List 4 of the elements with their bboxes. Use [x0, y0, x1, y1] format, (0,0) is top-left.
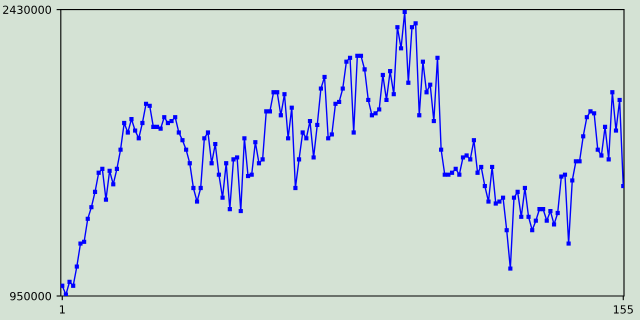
y-tick-label: 950000 [10, 292, 52, 300]
y-tick-label: 2430000 [3, 6, 52, 14]
x-tick-label: 1 [60, 305, 65, 314]
x-tick-label: 155 [614, 305, 633, 314]
